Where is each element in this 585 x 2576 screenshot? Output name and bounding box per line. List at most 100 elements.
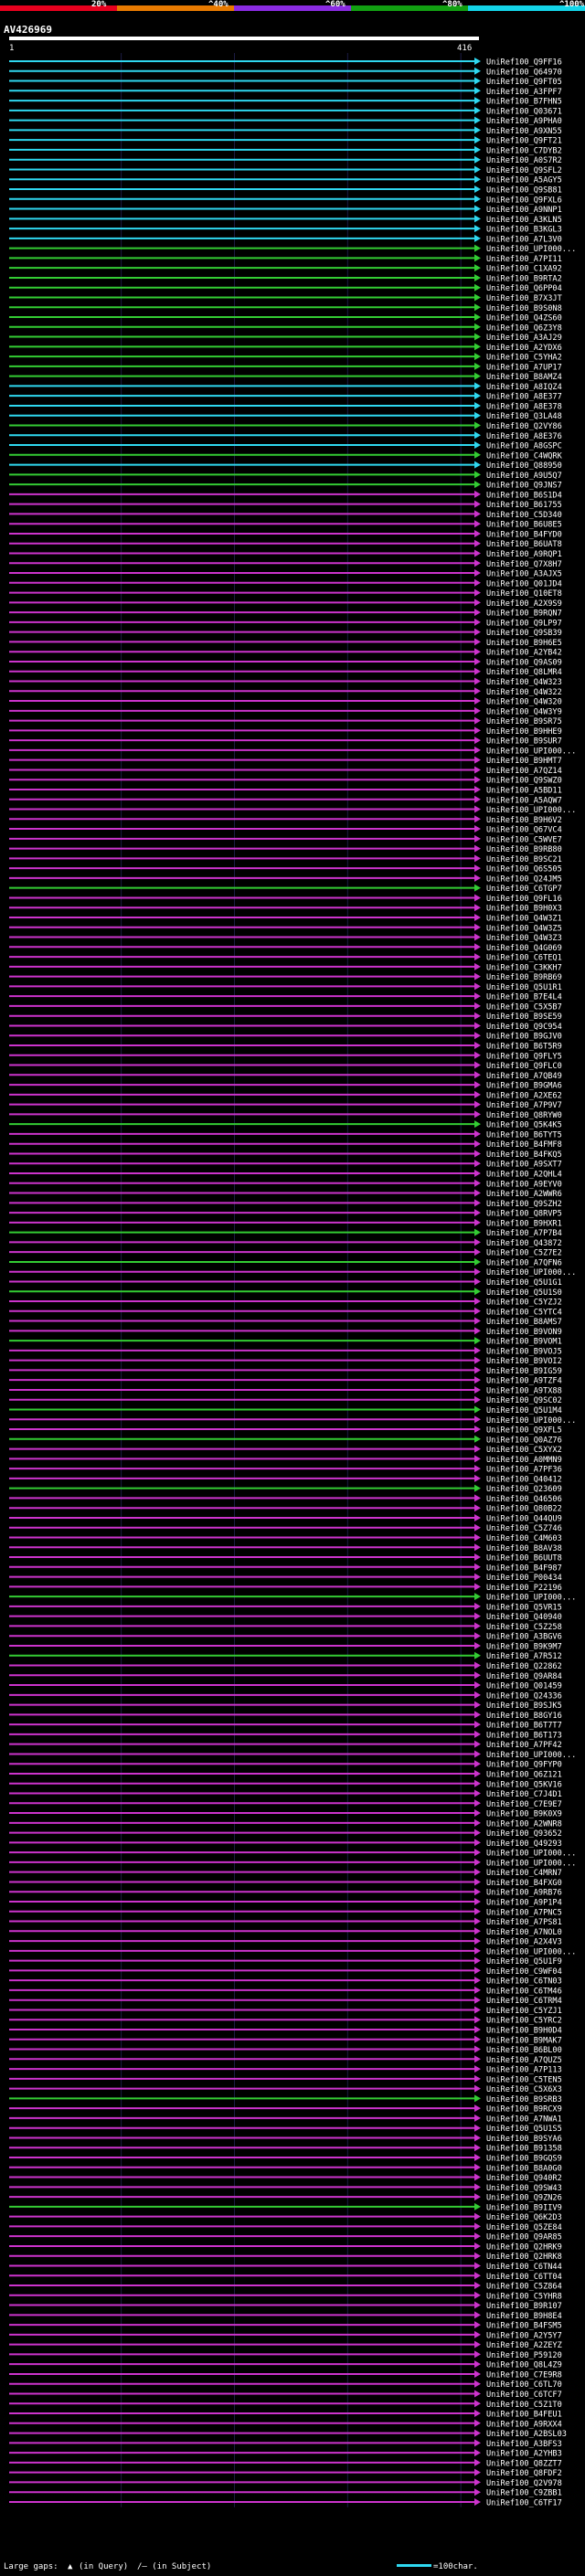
hit-label[interactable]: UniRef100_Q6S505 [486, 865, 562, 875]
hit-label[interactable]: UniRef100_A9PHA0 [486, 117, 562, 126]
hit-label[interactable]: UniRef100_A7PF42 [486, 1741, 562, 1750]
hit-label[interactable]: UniRef100_Q4ZS60 [486, 314, 562, 323]
hit-label[interactable]: UniRef100_Q2HRK8 [486, 2253, 562, 2262]
hit-label[interactable]: UniRef100_A8IQZ4 [486, 383, 562, 392]
hit-label[interactable]: UniRef100_A7QUZ5 [486, 2056, 562, 2065]
hit-label[interactable]: UniRef100_A8E376 [486, 432, 562, 441]
hit-label[interactable]: UniRef100_C5YHA2 [486, 354, 562, 363]
hit-label[interactable]: UniRef100_Q10ET8 [486, 589, 562, 599]
hit-label[interactable]: UniRef100_Q6PP04 [486, 284, 562, 293]
hit-label[interactable]: UniRef100_Q9C954 [486, 1023, 562, 1032]
hit-label[interactable]: UniRef100_B6T173 [486, 1731, 562, 1740]
hit-label[interactable]: UniRef100_Q9SFL2 [486, 166, 562, 175]
hit-label[interactable]: UniRef100_C7E9R8 [486, 2370, 562, 2380]
hit-label[interactable]: UniRef100_B8AV38 [486, 1544, 562, 1553]
hit-label[interactable]: UniRef100_Q4W323 [486, 678, 562, 687]
hit-label[interactable]: UniRef100_C5XYX2 [486, 1446, 562, 1455]
hit-label[interactable]: UniRef100_C7J4D1 [486, 1790, 562, 1799]
hit-label[interactable]: UniRef100_A3AJ29 [486, 334, 562, 343]
hit-label[interactable]: UniRef100_Q5U1M4 [486, 1406, 562, 1415]
hit-label[interactable]: UniRef100_C6TT04 [486, 2273, 562, 2282]
hit-label[interactable]: UniRef100_Q9SC02 [486, 1396, 562, 1405]
hit-label[interactable]: UniRef100_C6TCF7 [486, 2390, 562, 2400]
hit-label[interactable]: UniRef100_Q49293 [486, 1839, 562, 1849]
hit-label[interactable]: UniRef100_A7QFN6 [486, 1258, 562, 1267]
hit-label[interactable]: UniRef100_C5X6X3 [486, 2085, 562, 2094]
hit-label[interactable]: UniRef100_Q0AZ76 [486, 1436, 562, 1445]
hit-label[interactable]: UniRef100_B4FSM5 [486, 2322, 562, 2331]
hit-label[interactable]: UniRef100_A9SXT7 [486, 1161, 562, 1170]
hit-label[interactable]: UniRef100_Q9SB39 [486, 629, 562, 638]
hit-label[interactable]: UniRef100_A7P7B4 [486, 1229, 562, 1238]
hit-label[interactable]: UniRef100_B9SJK5 [486, 1701, 562, 1711]
hit-label[interactable]: UniRef100_A7P113 [486, 2066, 562, 2075]
hit-label[interactable]: UniRef100_C5YHR8 [486, 2292, 562, 2301]
hit-label[interactable]: UniRef100_Q2VY86 [486, 422, 562, 431]
hit-label[interactable]: UniRef100_P00434 [486, 1574, 562, 1583]
hit-label[interactable]: UniRef100_P22196 [486, 1584, 562, 1593]
hit-label[interactable]: UniRef100_A2YDX6 [486, 344, 562, 353]
hit-label[interactable]: UniRef100_A3AJX5 [486, 570, 562, 579]
hit-label[interactable]: UniRef100_C4WQRK [486, 451, 563, 461]
hit-label[interactable]: UniRef100_B8AMZ4 [486, 373, 562, 382]
hit-label[interactable]: UniRef100_B9H0X3 [486, 905, 562, 914]
hit-label[interactable]: UniRef100_B8AMS7 [486, 1318, 562, 1327]
hit-label[interactable]: UniRef100_A8E377 [486, 393, 562, 402]
hit-label[interactable]: UniRef100_C5YZJ1 [486, 2007, 562, 2016]
hit-label[interactable]: UniRef100_B9HMT7 [486, 757, 562, 766]
hit-label[interactable]: UniRef100_Q23609 [486, 1485, 562, 1494]
hit-label[interactable]: UniRef100_B6TYT5 [486, 1130, 562, 1140]
hit-label[interactable]: UniRef100_B9VOM1 [486, 1338, 562, 1347]
hit-label[interactable]: UniRef100_Q40940 [486, 1613, 562, 1622]
hit-label[interactable]: UniRef100_Q01459 [486, 1682, 562, 1691]
hit-label[interactable]: UniRef100_A9XN55 [486, 127, 562, 136]
hit-label[interactable]: UniRef100_Q4W320 [486, 698, 562, 707]
hit-label[interactable]: UniRef100_Q88950 [486, 461, 562, 471]
hit-label[interactable]: UniRef100_B4FKQ5 [486, 1150, 562, 1160]
hit-label[interactable]: UniRef100_Q5U1G1 [486, 1278, 562, 1288]
hit-label[interactable]: UniRef100_B9RCX9 [486, 2105, 562, 2115]
hit-label[interactable]: UniRef100_A9TX88 [486, 1386, 562, 1395]
hit-label[interactable]: UniRef100_Q8L4Z9 [486, 2361, 562, 2370]
hit-label[interactable]: UniRef100_Q03671 [486, 107, 562, 116]
hit-label[interactable]: UniRef100_Q5U1S5 [486, 2125, 562, 2134]
hit-label[interactable]: UniRef100_C5Z864 [486, 2283, 562, 2292]
hit-label[interactable]: UniRef100_B9RB69 [486, 973, 562, 982]
hit-label[interactable]: UniRef100_B9VON9 [486, 1328, 562, 1337]
hit-label[interactable]: UniRef100_B9H8E4 [486, 2312, 562, 2321]
hit-label[interactable]: UniRef100_Q01JD4 [486, 579, 562, 588]
hit-label[interactable]: UniRef100_B7E4L4 [486, 993, 562, 1002]
hit-label[interactable]: UniRef100_B9GMA6 [486, 1082, 562, 1091]
hit-label[interactable]: UniRef100_A2YB42 [486, 649, 562, 658]
hit-label[interactable]: UniRef100_A5BD11 [486, 786, 562, 795]
hit-label[interactable]: UniRef100_Q4W3Z5 [486, 924, 562, 933]
hit-label[interactable]: UniRef100_Q2HRK9 [486, 2242, 562, 2252]
hit-label[interactable]: UniRef100_C9WF04 [486, 1967, 562, 1977]
hit-label[interactable]: UniRef100_B9SYA6 [486, 2135, 562, 2144]
hit-label[interactable]: UniRef100_A3BFS3 [486, 2440, 562, 2449]
hit-label[interactable]: UniRef100_Q5U1F9 [486, 1957, 562, 1966]
hit-label[interactable]: UniRef100_Q8LMR4 [486, 668, 562, 677]
hit-label[interactable]: UniRef100_B6UAT8 [486, 540, 562, 549]
hit-label[interactable]: UniRef100_B4FMF8 [486, 1140, 562, 1150]
hit-label[interactable]: UniRef100_Q2V978 [486, 2479, 562, 2488]
hit-label[interactable]: UniRef100_C7DYB2 [486, 146, 562, 155]
hit-label[interactable]: UniRef100_A9TZF4 [486, 1377, 562, 1386]
hit-label[interactable]: UniRef100_A2ZEYZ [486, 2341, 562, 2350]
hit-label[interactable]: UniRef100_B7X3JT [486, 294, 562, 303]
hit-label[interactable]: UniRef100_Q5VR15 [486, 1603, 562, 1612]
hit-label[interactable]: UniRef100_A9RB76 [486, 1889, 562, 1898]
hit-label[interactable]: UniRef100_B91358 [486, 2145, 562, 2154]
hit-label[interactable]: UniRef100_B7FHN5 [486, 98, 562, 107]
hit-label[interactable]: UniRef100_A5AGY5 [486, 176, 562, 186]
hit-label[interactable]: UniRef100_C4MRN7 [486, 1869, 562, 1878]
hit-label[interactable]: UniRef100_B9H6V2 [486, 816, 562, 825]
hit-label[interactable]: UniRef100_Q9SZH2 [486, 1200, 562, 1209]
hit-label[interactable]: UniRef100_B4FYD0 [486, 530, 562, 539]
hit-label[interactable]: UniRef100_A7PS81 [486, 1918, 562, 1927]
hit-label[interactable]: UniRef100_Q5KV16 [486, 1780, 562, 1789]
hit-label[interactable]: UniRef100_P59120 [486, 2351, 562, 2360]
hit-label[interactable]: UniRef100_C6TN03 [486, 1977, 562, 1987]
hit-label[interactable]: UniRef100_A9RXX4 [486, 2420, 562, 2429]
hit-label[interactable]: UniRef100_UPI000... [486, 806, 576, 815]
